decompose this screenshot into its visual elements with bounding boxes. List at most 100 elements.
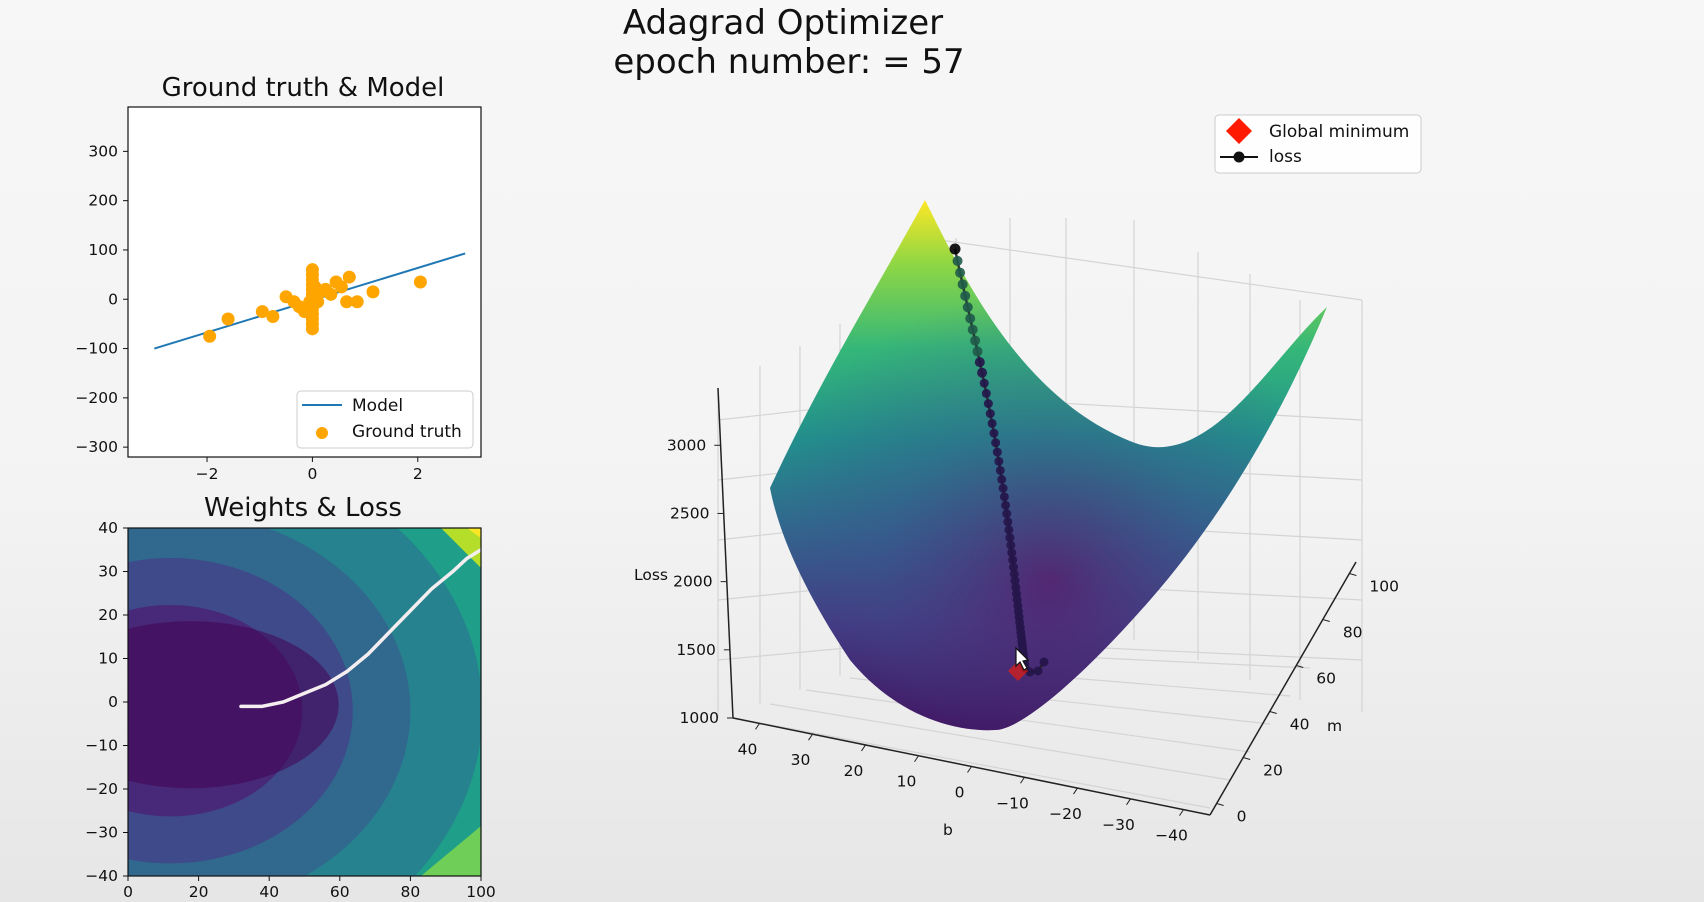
- m-tick-mark: [1296, 665, 1304, 668]
- x-tick-label: 40: [259, 883, 279, 901]
- b-tick-mark: [1126, 798, 1131, 806]
- y-tick-label: −30: [85, 824, 118, 842]
- loss-path-point: [977, 367, 988, 378]
- ground-truth-model-y-axis: −300 −200 −100 0 100 200 300: [75, 142, 128, 456]
- z-axis-label: Loss: [634, 566, 668, 584]
- y-tick-label: 40: [98, 519, 118, 537]
- ground-truth-point: [311, 295, 325, 309]
- loss-path-point: [1008, 562, 1018, 572]
- loss-path-point: [992, 447, 1002, 457]
- loss-path-point: [965, 313, 976, 324]
- b-tick-mark: [1073, 787, 1078, 795]
- y-tick-label: 0: [108, 290, 118, 308]
- z-tick-label: 3000: [667, 436, 706, 454]
- x-tick-label: 80: [401, 883, 421, 901]
- y-tick-label: −100: [75, 340, 118, 358]
- b-tick-label: −30: [1102, 816, 1135, 834]
- x-tick-label: 0: [307, 465, 317, 483]
- contour-core: [128, 621, 339, 789]
- z-axis-line: [717, 387, 734, 719]
- ground-truth-point: [350, 295, 364, 309]
- loss-path-point: [1005, 533, 1015, 543]
- loss-path-point: [962, 302, 973, 313]
- y-tick-label: 100: [88, 241, 118, 259]
- m-tick-mark: [1269, 711, 1277, 714]
- loss-path-point: [1001, 500, 1011, 510]
- ground-truth-point: [255, 305, 269, 319]
- loss-legend-label: loss: [1269, 147, 1302, 167]
- ground-truth-point: [305, 263, 319, 277]
- loss-path-point: [991, 438, 1001, 448]
- z-tick-label: 1500: [676, 641, 715, 659]
- ground-truth-point: [342, 270, 356, 284]
- loss-path-point: [1033, 666, 1043, 676]
- loss-path-point: [967, 324, 978, 335]
- b-tick-label: −20: [1049, 805, 1082, 823]
- m-tick-mark: [1349, 573, 1357, 576]
- b-tick-mark: [755, 723, 760, 730]
- ground-truth-point: [203, 329, 217, 343]
- y-tick-label: 300: [88, 142, 118, 160]
- b-tick-label: 40: [738, 740, 758, 758]
- ground-truth-legend-label: Ground truth: [352, 422, 462, 442]
- b-tick-label: 30: [791, 751, 811, 769]
- ground-truth-point: [340, 295, 354, 309]
- mouse-cursor-icon: [1015, 646, 1030, 671]
- weights-loss-y-axis: −40 −30 −20 −10 0 10 20 30 40: [85, 519, 128, 885]
- x-tick-label: 20: [189, 883, 209, 901]
- z-tick-label: 2000: [673, 573, 712, 591]
- m-axis-label: m: [1327, 717, 1342, 735]
- x-tick-label: 2: [413, 465, 423, 483]
- b-tick-mark: [914, 755, 919, 762]
- ground-truth-point: [221, 312, 235, 326]
- loss-surface-shading: [770, 200, 1327, 731]
- ground-truth-model-title: Ground truth & Model: [162, 73, 445, 103]
- weights-loss-x-axis: 0 20 40 60 80 100: [123, 876, 496, 901]
- loss-path-point: [952, 255, 963, 266]
- loss-path-point: [957, 279, 968, 290]
- z-tick-label: 1000: [680, 709, 719, 727]
- z-tick-label: 2500: [670, 504, 709, 522]
- loss-path-point: [1039, 657, 1049, 667]
- loss-path-point: [995, 465, 1005, 475]
- loss-path-point: [1007, 548, 1017, 558]
- loss-path-point: [994, 456, 1004, 466]
- b-tick-mark: [967, 766, 972, 773]
- y-tick-label: −20: [85, 780, 118, 798]
- loss-legend-swatch-dot: [1233, 151, 1245, 163]
- loss-path-point: [972, 346, 983, 357]
- x-tick-label: 100: [466, 883, 496, 901]
- m-tick-mark: [1322, 619, 1330, 622]
- ground-truth-point: [266, 310, 280, 324]
- loss-path-point: [1008, 555, 1018, 565]
- model-legend-label: Model: [352, 396, 403, 416]
- y-tick-label: 20: [98, 606, 118, 624]
- contour-level-max: [467, 528, 481, 538]
- ground-truth-point: [413, 275, 427, 289]
- loss-surface-legend: Global minimum loss: [1214, 114, 1422, 174]
- ground-truth-point: [324, 287, 338, 301]
- contour-level-high: [441, 528, 481, 568]
- b-tick-label: 20: [844, 762, 864, 780]
- b-tick-label: 0: [955, 784, 965, 802]
- b-tick-label: −10: [996, 794, 1029, 812]
- loss-path-point: [999, 492, 1009, 502]
- ground-truth-point: [334, 280, 348, 294]
- m-tick-label: 60: [1316, 670, 1336, 688]
- loss-path-point: [970, 335, 981, 346]
- b-tick-label: −40: [1155, 827, 1188, 845]
- x-tick-label: −2: [196, 465, 219, 483]
- y-tick-label: 10: [98, 650, 118, 668]
- global-minimum-legend-swatch: [1226, 118, 1252, 144]
- b-tick-mark: [808, 733, 813, 741]
- loss-path-point: [1003, 517, 1013, 527]
- y-tick-label: 0: [108, 693, 118, 711]
- loss-path-point: [983, 399, 993, 409]
- global-minimum-legend-label: Global minimum: [1269, 122, 1409, 142]
- weights-trajectory: [239, 548, 481, 709]
- loss-path-point: [987, 418, 997, 428]
- ground-truth-point: [366, 285, 380, 299]
- x-tick-label: 60: [330, 883, 350, 901]
- b-tick-mark: [861, 744, 866, 752]
